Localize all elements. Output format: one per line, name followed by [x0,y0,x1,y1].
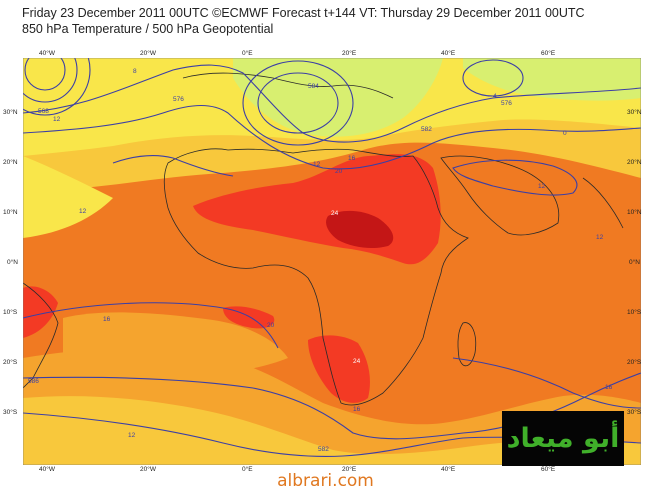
contour-label: 16 [103,316,111,323]
z-low-ring-5 [242,60,354,146]
lat-label: 20°S [3,359,18,366]
z-low-ring-3 [23,58,91,116]
watermark-badge: أبو ميعاد [502,411,624,466]
chart-title: Friday 23 December 2011 00UTC ©ECMWF For… [22,5,585,37]
contour-label: 12 [53,116,61,123]
lon-label: 40°E [441,50,456,57]
contour-label: 576 [501,100,512,107]
contour-label: 20 [335,168,343,175]
z-contour-3 [112,154,234,177]
lon-label: 60°E [541,50,556,57]
coast-southamerica [23,282,59,389]
z-low-ring-4 [257,72,339,134]
z-low-ring-6 [462,59,524,97]
contour-label: 4 [493,93,497,100]
lat-label: 10°S [3,309,18,316]
contour-label: 582 [318,446,329,453]
lat-label: 30°N [3,109,18,116]
band-hottest-core [326,210,394,248]
coastlines [23,72,624,406]
z-contour-8 [452,357,641,409]
lon-label: 20°W [140,466,156,473]
contour-label: 16 [348,155,356,162]
lon-label: 0°E [242,50,253,57]
lat-label: 0°N [7,259,18,266]
contour-label: 24 [353,358,361,365]
contour-label: 12 [313,161,321,168]
watermark-site: albrari.com [277,471,374,491]
contour-label: 582 [421,126,432,133]
band-hot-wafrica [223,306,275,329]
band-south-yellow [23,396,641,465]
band-hot-south [308,335,370,403]
z-contour-5 [23,302,279,349]
band-hot-sw [23,286,58,338]
lat-label: 30°S [3,409,18,416]
title-line-1: Friday 23 December 2011 00UTC ©ECMWF For… [22,6,585,20]
contour-label: 12 [128,432,136,439]
geopotential-contours [23,58,641,457]
lon-label: 20°E [342,466,357,473]
contour-label: 8 [133,68,137,75]
contour-label: 568 [38,108,49,115]
coast-europe [182,72,394,99]
lat-label: 20°S [627,359,642,366]
lat-label: 20°N [3,159,18,166]
band-ne-lime [463,58,641,101]
coast-arabia [440,155,560,236]
z-contour-6 [23,372,641,440]
coast-africa [163,148,469,406]
lat-label: 10°N [627,209,642,216]
lon-label: 40°W [39,50,55,57]
coast-india [582,177,624,229]
contour-label: 0 [563,130,567,137]
lon-label: 40°E [441,466,456,473]
lon-label: 60°E [541,466,556,473]
lon-label: 0°E [242,466,253,473]
lat-label: 10°S [627,309,642,316]
contour-label: 576 [173,96,184,103]
lat-label: 30°S [627,409,642,416]
contour-label: 16 [605,384,613,391]
title-line-2: 850 hPa Temperature / 500 hPa Geopotenti… [22,22,274,36]
contour-label: 12 [79,208,87,215]
lon-label: 40°W [39,466,55,473]
map-svg [23,58,641,465]
contour-label: 20 [267,322,275,329]
z-low-ring-1 [24,58,66,91]
coast-madagascar [457,322,477,367]
contour-label: 12 [538,183,546,190]
contour-label: 16 [353,406,361,413]
z-contour-2 [23,105,641,170]
band-west-yellow [23,156,113,238]
contour-label: 24 [331,210,339,217]
z-contour-4 [452,159,578,196]
lat-label: 20°N [627,159,642,166]
lat-label: 0°N [629,259,640,266]
contour-label: 12 [596,234,604,241]
lon-label: 20°E [342,50,357,57]
lat-label: 10°N [3,209,18,216]
forecast-map: 40°W 20°W 0°E 20°E 40°E 60°E 40°W 20°W 0… [3,50,642,473]
z-low-ring-2 [23,58,78,103]
contour-label: 586 [28,378,39,385]
lon-label: 20°W [140,50,156,57]
lat-label: 30°N [627,109,642,116]
band-atlantic-warm [63,312,288,379]
contour-label: 584 [308,83,319,90]
